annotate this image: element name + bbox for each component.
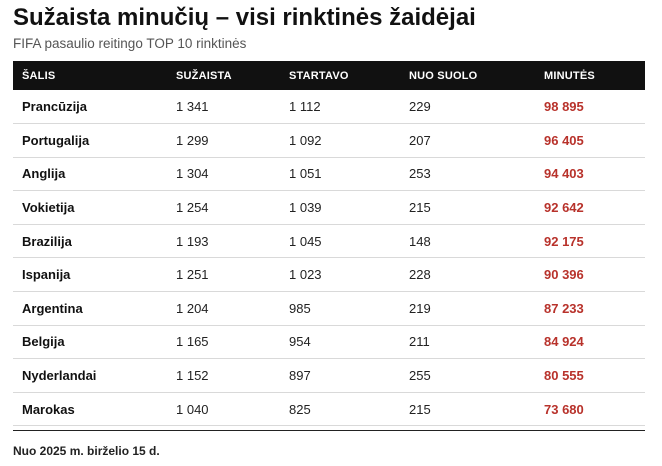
country-cell: Argentina [22,300,83,316]
bench-cell: 211 [409,334,430,350]
minutes-cell: 87 233 [544,300,584,316]
minutes-cell: 92 175 [544,233,584,249]
country-cell: Portugalija [22,132,90,148]
started-cell: 954 [289,334,311,350]
played-cell: 1 304 [176,166,209,182]
page-subtitle: FIFA pasaulio reitingo TOP 10 rinktinės [13,36,247,51]
country-cell: Vokietija [22,200,75,216]
minutes-cell: 80 555 [544,368,584,384]
minutes-cell: 90 396 [544,267,584,283]
country-cell: Belgija [22,334,65,350]
started-cell: 1 023 [289,267,322,283]
country-cell: Marokas [22,401,75,417]
page-title: Sužaista minučių – visi rinktinės žaidėj… [13,4,476,31]
table-row: Brazilija 1 193 1 045 148 92 175 [13,224,645,258]
bench-cell: 207 [409,132,431,148]
header-country: ŠALIS [22,69,56,82]
table-row: Argentina 1 204 985 219 87 233 [13,292,645,326]
played-cell: 1 165 [176,334,209,350]
started-cell: 825 [289,401,311,417]
table-row: Vokietija 1 254 1 039 215 92 642 [13,191,645,225]
table-body: Prancūzija 1 341 1 112 229 98 895 Portugalija… [13,90,645,426]
started-cell: 1 045 [289,233,322,249]
minutes-cell: 73 680 [544,401,584,417]
bench-cell: 228 [409,267,431,283]
bench-cell: 255 [409,368,431,384]
minutes-cell: 96 405 [544,132,584,148]
started-cell: 1 039 [289,200,322,216]
played-cell: 1 299 [176,132,209,148]
footer-divider [13,430,645,431]
started-cell: 985 [289,300,311,316]
played-cell: 1 152 [176,368,209,384]
bench-cell: 215 [409,401,431,417]
table-row: Belgija 1 165 954 211 84 924 [13,325,645,359]
started-cell: 1 051 [289,166,322,182]
bench-cell: 229 [409,99,431,115]
country-cell: Brazilija [22,233,72,249]
bench-cell: 215 [409,200,431,216]
table-row: Anglija 1 304 1 051 253 94 403 [13,157,645,191]
played-cell: 1 204 [176,300,209,316]
played-cell: 1 254 [176,200,209,216]
played-cell: 1 040 [176,401,209,417]
header-started: STARTAVO [289,69,349,82]
minutes-cell: 98 895 [544,99,584,115]
bench-cell: 219 [409,300,431,316]
minutes-cell: 84 924 [544,334,584,350]
header-played: SUŽAISTA [176,69,232,82]
country-cell: Nyderlandai [22,368,97,384]
country-cell: Prancūzija [22,99,88,115]
table-row: Marokas 1 040 825 215 73 680 [13,392,645,426]
header-bench: NUO SUOLO [409,69,478,82]
started-cell: 1 092 [289,132,322,148]
table-row: Ispanija 1 251 1 023 228 90 396 [13,258,645,292]
bench-cell: 148 [409,233,431,249]
table-row: Nyderlandai 1 152 897 255 80 555 [13,359,645,393]
bench-cell: 253 [409,166,431,182]
minutes-cell: 94 403 [544,166,584,182]
header-minutes: MINUTĖS [544,69,595,82]
started-cell: 1 112 [289,99,321,115]
played-cell: 1 193 [176,233,209,249]
footnote: Nuo 2025 m. birželio 15 d. [13,444,160,458]
minutes-cell: 92 642 [544,200,584,216]
table-row: Portugalija 1 299 1 092 207 96 405 [13,124,645,158]
table-header-row: ŠALIS SUŽAISTA STARTAVO NUO SUOLO MINUTĖ… [13,61,645,90]
minutes-table: ŠALIS SUŽAISTA STARTAVO NUO SUOLO MINUTĖ… [13,61,645,426]
table-row: Prancūzija 1 341 1 112 229 98 895 [13,90,645,124]
country-cell: Anglija [22,166,66,182]
started-cell: 897 [289,368,311,384]
played-cell: 1 341 [176,99,209,115]
country-cell: Ispanija [22,267,71,283]
played-cell: 1 251 [176,267,209,283]
